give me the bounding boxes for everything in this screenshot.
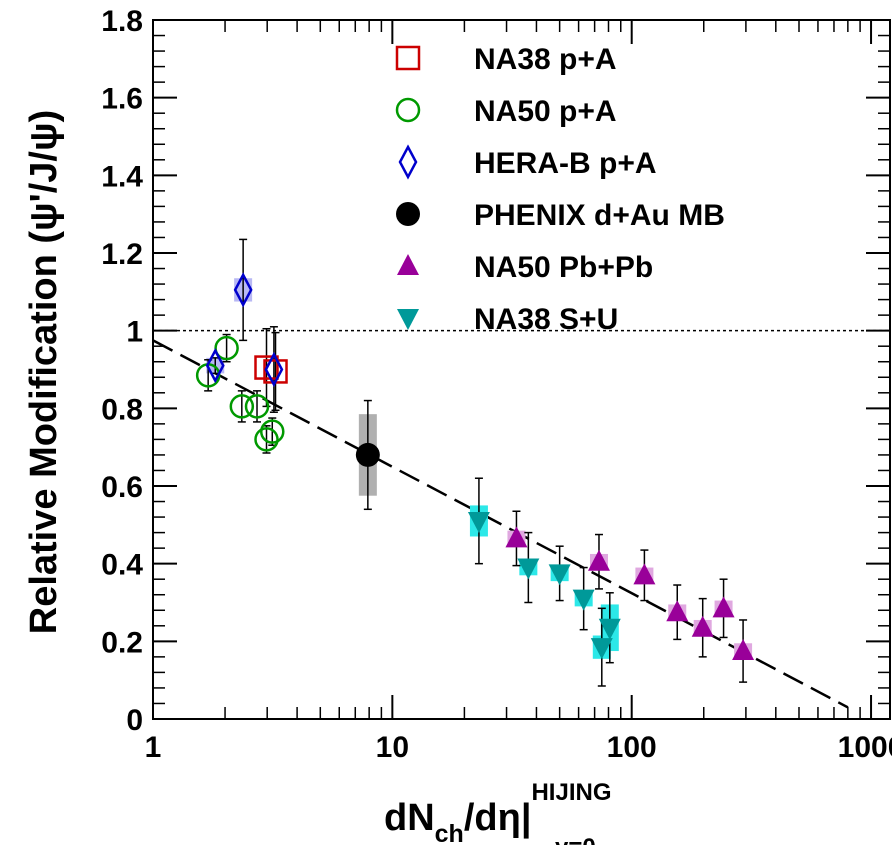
data-point: [229, 394, 255, 419]
fit-line: [152, 339, 849, 709]
x-tick-label: 1: [145, 731, 162, 764]
data-point: [712, 596, 735, 618]
legend-label: PHENIX d+Au MB: [474, 199, 725, 232]
y-tick-label: 0.2: [101, 626, 143, 659]
y-tick-label: 0: [126, 704, 143, 737]
legend-label: NA38 S+U: [474, 303, 618, 336]
data-point: [598, 618, 621, 640]
data-point: [254, 355, 279, 380]
data-point: [572, 589, 595, 611]
y-tick-label: 1.2: [101, 238, 143, 271]
x-axis-title-main: dN: [384, 797, 435, 839]
legend-marker: [396, 202, 420, 226]
y-tick-label: 1: [126, 316, 143, 349]
x-axis-title: dNch/dη|HIJING y=0: [384, 779, 611, 845]
y-tick-label: 1.4: [101, 160, 143, 193]
data-point: [505, 526, 528, 548]
data-point: [732, 639, 755, 661]
x-axis-title-mid: /dη|: [464, 797, 532, 839]
x-axis-title-sub: ch: [435, 820, 464, 845]
y-tick-label: 1.6: [101, 83, 143, 116]
x-axis-title-sub2: y=0: [555, 834, 596, 845]
data-point: [244, 394, 270, 419]
data-point: [355, 442, 380, 467]
legend-marker: [395, 45, 421, 71]
data-markers: [195, 272, 755, 661]
y-axis-title: Relative Modification (ψ'/J/ψ): [23, 110, 65, 634]
legend-marker: [395, 97, 421, 123]
legend-marker: [398, 144, 418, 180]
legend-marker: [397, 309, 419, 330]
y-tick-label: 0.6: [101, 471, 143, 504]
data-point: [590, 638, 613, 660]
data-point: [587, 549, 610, 571]
legend-label: NA50 Pb+Pb: [474, 251, 653, 284]
x-tick-label: 100: [607, 731, 657, 764]
x-tick-label: 10: [376, 731, 409, 764]
plot-frame: [152, 19, 891, 720]
data-point: [254, 427, 279, 452]
data-point: [666, 600, 689, 622]
axis-ticks: [152, 19, 890, 720]
data-point: [233, 272, 253, 308]
data-point: [691, 615, 714, 637]
axis-tick-labels: 0 0.2 0.4 0.6 0.8 1 1.2 1.4 1.6 1.8 1 10 100 1000: [101, 5, 892, 764]
legend-marker: [397, 254, 419, 275]
data-point: [633, 563, 656, 585]
data-point: [264, 351, 284, 388]
y-tick-label: 0.8: [101, 393, 143, 426]
legend: NA38 p+A NA50 p+A HERA-B p+A PHENIX d+Au MB…: [395, 43, 725, 336]
data-point: [205, 347, 225, 384]
y-tick-label: 0.4: [101, 549, 143, 582]
data-point: [548, 564, 571, 586]
y-tick-label: 1.8: [101, 5, 143, 38]
data-point: [260, 419, 285, 444]
legend-label: HERA-B p+A: [474, 147, 657, 180]
data-point: [467, 511, 490, 533]
x-tick-label: 1000: [838, 731, 892, 764]
reference-lines: [152, 329, 890, 709]
legend-label: NA50 p+A: [474, 95, 617, 128]
legend-label: NA38 p+A: [474, 43, 617, 76]
x-axis-title-sup: HIJING: [531, 779, 611, 806]
data-point: [517, 558, 540, 580]
data-point: [214, 335, 239, 361]
plot-frame-group: [152, 19, 891, 720]
